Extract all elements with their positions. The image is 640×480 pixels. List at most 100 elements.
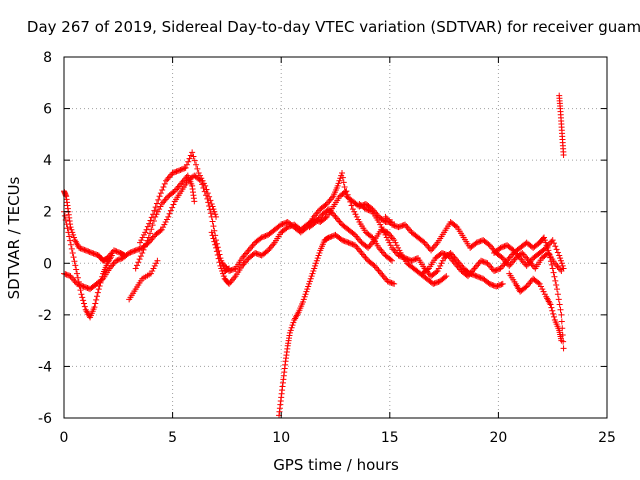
data-point [302,291,309,298]
data-point [132,247,139,254]
data-point [502,242,509,249]
data-point [311,265,318,272]
data-point [325,234,332,241]
data-point [399,254,406,261]
y-tick-label: 8 [43,50,52,66]
data-point [392,223,399,230]
data-point [160,224,167,231]
x-tick-label: 25 [598,430,616,446]
data-point [85,248,92,255]
data-point [398,253,405,260]
data-point [370,261,377,268]
data-point [91,251,98,258]
data-point [261,233,268,240]
data-point [173,168,180,175]
data-point [302,225,309,232]
data-point [174,184,181,191]
y-tick-label: 6 [43,102,52,118]
data-point [144,223,151,230]
data-point [399,222,406,229]
series-trace-g [219,170,395,275]
data-point [166,173,173,180]
data-point [339,237,346,244]
data-point [489,281,496,288]
data-point [555,296,562,303]
data-point [92,300,99,307]
series-trace-h [276,231,398,419]
data-point [434,268,441,275]
data-point [240,253,247,260]
data-point [337,175,344,182]
data-point [389,280,396,287]
data-point [522,284,529,291]
data-point [560,345,567,352]
data-point [499,280,506,287]
data-point [209,218,216,225]
data-point [471,272,478,279]
data-point [368,233,375,240]
data-point [284,224,291,231]
data-point [476,238,483,245]
data-point [161,221,168,228]
series-trace-d [137,149,220,246]
data-point [435,265,442,272]
data-point [424,266,431,273]
data-point [161,180,168,187]
data-point [138,237,145,244]
data-point [307,275,314,282]
data-point [380,273,387,280]
data-point [154,208,161,215]
data-point [269,242,276,249]
data-point [430,244,437,251]
data-point [179,178,186,185]
data-point [552,277,559,284]
data-point [400,254,407,261]
data-point [443,273,450,280]
data-point [219,268,226,275]
x-tick-label: 0 [60,430,69,446]
data-point [364,206,371,213]
data-point [283,219,290,226]
data-point [434,279,441,286]
data-point [84,247,91,254]
data-point [441,274,448,281]
data-point [135,246,142,253]
data-point [547,254,554,261]
data-point [312,260,319,267]
data-point [420,238,427,245]
data-point [202,182,209,189]
data-point [395,252,402,259]
y-tick-label: 0 [43,256,52,272]
data-point [144,237,151,244]
data-point [537,283,544,290]
data-point [210,235,217,242]
data-point [206,193,213,200]
data-point [428,247,435,254]
data-point [187,152,194,159]
data-point [353,213,360,220]
data-point [343,188,350,195]
data-point [229,266,236,273]
data-point [355,236,362,243]
y-axis-label: SDTVAR / TECUs [5,176,23,299]
data-point [328,233,335,240]
data-point [494,266,501,273]
data-point [409,257,416,264]
data-point [278,221,285,228]
data-point [314,255,321,262]
data-point [536,280,543,287]
data-point [130,248,137,255]
data-point [207,197,214,204]
data-point [115,256,122,263]
data-point [354,235,361,242]
data-point [167,207,174,214]
data-point [363,243,370,250]
data-point [535,279,542,286]
data-point [471,265,478,272]
data-point [549,237,556,244]
series-trace-a [61,188,128,264]
y-tick-label: 2 [43,205,52,221]
data-point [301,293,308,300]
series-trace-p [126,257,161,303]
data-point [109,248,116,255]
